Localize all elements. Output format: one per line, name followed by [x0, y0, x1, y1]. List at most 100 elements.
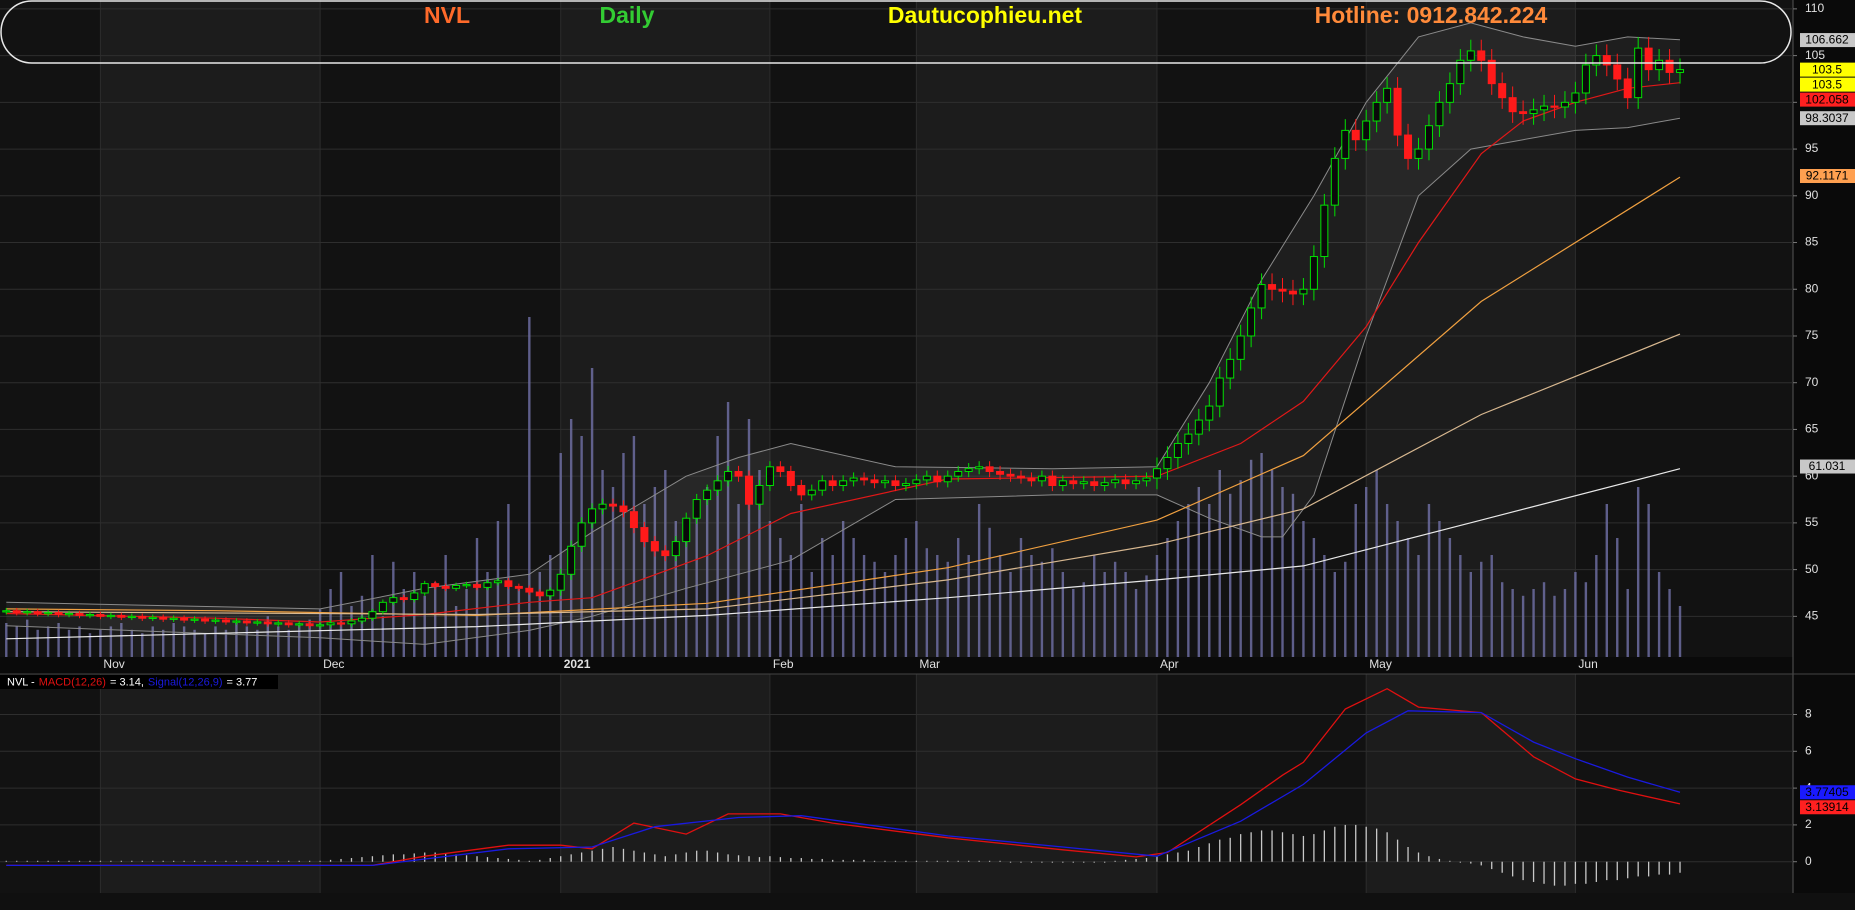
month-band	[916, 674, 1157, 893]
candle-body	[1613, 64, 1622, 80]
volume-bar	[747, 419, 751, 657]
candle-body	[1529, 109, 1538, 115]
candle-body	[1006, 473, 1015, 477]
volume-bar	[946, 561, 949, 657]
candle-body	[546, 589, 555, 597]
axis-marker	[1800, 785, 1855, 800]
candle-body	[1299, 288, 1308, 295]
candle-body	[127, 615, 136, 619]
volume-bar	[768, 521, 772, 657]
axis-marker	[1800, 169, 1855, 184]
candle-body	[1592, 55, 1601, 66]
volume-bar	[433, 582, 437, 657]
candle-body	[1079, 481, 1088, 485]
volume-bar	[109, 626, 113, 657]
volume-bar	[402, 589, 405, 657]
volume-bar	[277, 626, 280, 657]
y-tick-label: 0	[1805, 854, 1812, 868]
volume-bar	[1542, 582, 1546, 657]
candle-body	[1676, 69, 1685, 73]
candle-body	[828, 480, 837, 487]
volume-bar	[862, 555, 866, 657]
candle-body	[326, 622, 335, 626]
candle-body	[1341, 129, 1350, 159]
candle-body	[378, 601, 387, 613]
candle-body	[1288, 290, 1297, 295]
candle-body	[1519, 111, 1528, 115]
volume-bar	[569, 419, 573, 657]
volume-bar	[88, 633, 92, 657]
header-frame	[0, 0, 1792, 64]
candle-body	[1247, 307, 1256, 337]
volume-bar	[1093, 555, 1096, 657]
candle-body	[2, 610, 11, 613]
axis-marker	[1800, 92, 1855, 107]
volume-bar	[1636, 487, 1640, 657]
candle-body	[1226, 358, 1235, 379]
candle-body	[389, 597, 398, 603]
candle-body	[1602, 55, 1611, 66]
volume-bar	[1302, 521, 1305, 657]
candle-body	[180, 617, 189, 621]
candle-body	[922, 475, 931, 481]
month-band	[1575, 674, 1793, 893]
volume-bar	[674, 521, 677, 657]
volume-bar	[789, 555, 793, 657]
volume-bar	[1187, 504, 1190, 657]
candle-body	[692, 499, 701, 519]
volume-bar	[1145, 575, 1148, 657]
candle-body	[1508, 97, 1517, 113]
candle-body	[75, 613, 84, 616]
candle-body	[964, 468, 973, 472]
candle-body	[211, 619, 220, 622]
candle-body	[1644, 47, 1653, 71]
volume-bar	[1229, 493, 1232, 657]
candle-body	[577, 522, 586, 547]
volume-bar	[151, 626, 154, 657]
volume-bar	[1678, 606, 1682, 657]
volume-bar	[538, 572, 541, 657]
axis-marker-label: 61.031	[1809, 459, 1846, 473]
candle-body	[1404, 134, 1413, 159]
legend-value: = 3.77	[227, 676, 258, 688]
volume-bar	[308, 619, 311, 657]
candle-body	[483, 582, 492, 588]
volume-bar	[1605, 504, 1608, 657]
candle-body	[640, 527, 649, 543]
candle-body	[1456, 59, 1465, 85]
volume-bar	[1113, 561, 1117, 657]
volume-bar	[1218, 470, 1221, 657]
candle-body	[85, 613, 94, 617]
candle-body	[1351, 129, 1360, 141]
candle-body	[880, 480, 889, 484]
candle-body	[462, 584, 471, 587]
volume-bar	[454, 606, 458, 657]
candle-body	[734, 470, 743, 477]
month-band	[100, 674, 321, 893]
volume-bar	[1061, 572, 1065, 657]
candle-body	[473, 584, 482, 588]
volume-bar	[339, 572, 343, 657]
volume-bar	[1260, 453, 1263, 657]
volume-bar	[1291, 493, 1295, 657]
candle-body	[65, 613, 74, 616]
axis-marker-label: 103.5	[1812, 62, 1842, 76]
candle-body	[1205, 405, 1214, 421]
volume-bar	[214, 626, 217, 657]
volume-bar	[925, 548, 929, 657]
band-fill	[6, 22, 1681, 645]
volume-bar	[193, 629, 196, 657]
volume-bar	[988, 527, 991, 657]
candle-body	[1090, 481, 1099, 487]
candle-body	[629, 511, 638, 529]
volume-bar	[894, 555, 897, 657]
candle-body	[1424, 125, 1433, 150]
header-symbol: NVL	[424, 2, 470, 28]
header-period: Daily	[600, 2, 655, 28]
volume-bar	[130, 629, 134, 657]
axis-marker	[1800, 33, 1855, 48]
candle-body	[1278, 288, 1287, 292]
volume-bar	[1323, 555, 1326, 657]
